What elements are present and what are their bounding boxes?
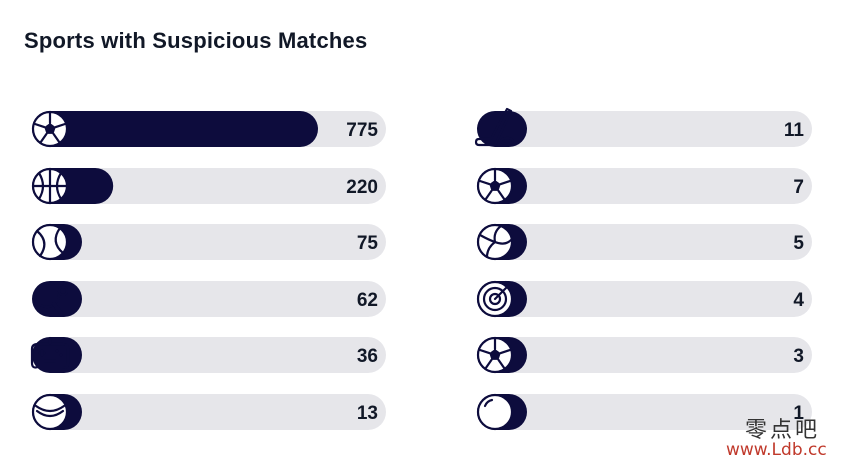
bar-row: 11 (474, 107, 812, 147)
bar-row: 62 (32, 281, 386, 317)
value-label: 3 (793, 346, 804, 367)
bar-row: 5 (476, 223, 812, 261)
soccer-ball-icon (31, 110, 69, 148)
darts-icon (476, 280, 514, 318)
value-label: 36 (357, 346, 378, 367)
bar-track (477, 394, 812, 430)
value-label: 13 (357, 403, 378, 424)
football-icon (476, 336, 514, 374)
watermark-chinese: 零点吧 (745, 418, 821, 443)
futsal-ball-icon (476, 167, 514, 205)
bar-track (477, 168, 812, 204)
value-label: 62 (357, 290, 378, 311)
bar-track (32, 281, 386, 317)
value-label: 7 (793, 177, 804, 198)
bar-row: 7 (476, 167, 812, 205)
bar-row: 1 (476, 393, 812, 431)
bar-track (477, 337, 812, 373)
bar-track (477, 281, 812, 317)
tennis-ball-icon (31, 223, 69, 261)
value-label: 11 (784, 120, 805, 141)
snooker-ball-icon (476, 393, 514, 431)
cricket-ball-icon (31, 393, 69, 431)
bar-track (477, 111, 812, 147)
bar-row: 4 (476, 280, 812, 318)
bar-row: 75 (31, 223, 386, 261)
value-label: 220 (346, 177, 378, 198)
gamepad-icon (30, 336, 70, 369)
bar-track (32, 394, 386, 430)
bar-track (477, 224, 812, 260)
bar-row: 36 (30, 336, 386, 373)
basketball-icon (31, 167, 69, 205)
watermark-url: www.Ldb.cc (726, 440, 827, 460)
bar (32, 111, 318, 147)
bar-row: 13 (31, 393, 386, 431)
value-label: 5 (793, 233, 804, 254)
value-label: 775 (346, 120, 378, 141)
bar (32, 281, 82, 317)
bar-track (32, 224, 386, 260)
volleyball-icon (476, 223, 514, 261)
bar-row: 220 (31, 167, 386, 205)
bar-track (32, 337, 386, 373)
chart-title: Sports with Suspicious Matches (24, 28, 368, 53)
value-label: 1 (793, 403, 804, 424)
bar-row: 775 (31, 110, 386, 148)
table-tennis-icon (33, 281, 69, 315)
value-label: 75 (357, 233, 379, 254)
bar-row: 3 (476, 336, 812, 374)
value-label: 4 (793, 290, 804, 311)
bar (32, 337, 82, 373)
ice-hockey-icon (474, 107, 515, 147)
bar-track (32, 168, 386, 204)
